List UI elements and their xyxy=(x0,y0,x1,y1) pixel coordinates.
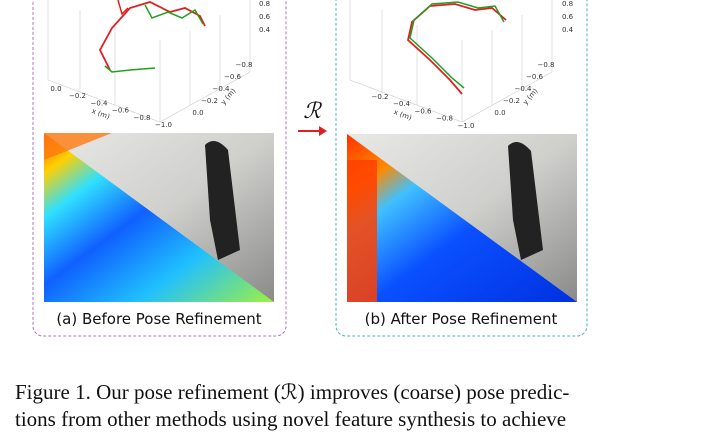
panel-caption: (a) Before Pose Refinement xyxy=(56,310,261,328)
z-tick-label: 0.6 xyxy=(562,13,574,21)
y-tick-label: −0.4 xyxy=(213,85,231,93)
x-tick-label: −1.0 xyxy=(155,121,172,129)
z-tick-label: 0.4 xyxy=(259,26,271,34)
trajectory-plot xyxy=(47,0,251,123)
trajectory xyxy=(409,1,505,89)
panel-caption: (b) After Pose Refinement xyxy=(365,310,558,328)
x-tick-label: 0.0 xyxy=(50,85,61,93)
x-tick-label: −0.6 xyxy=(112,107,130,115)
trajectory xyxy=(144,4,204,25)
y-tick-label: −0.2 xyxy=(503,97,520,105)
y-tick-label: −0.6 xyxy=(224,73,242,81)
y-tick-label: −0.2 xyxy=(201,97,218,105)
heatmap-image xyxy=(347,134,577,302)
y-tick-label: −0.4 xyxy=(515,85,533,93)
heatmap-image xyxy=(44,133,274,302)
x-tick-label: −0.8 xyxy=(134,114,151,122)
figure-caption: tions from other methods using novel fea… xyxy=(15,407,566,431)
panel-border xyxy=(335,0,588,337)
trajectory-plot xyxy=(349,0,553,123)
trajectory xyxy=(104,65,156,73)
figure-caption: Figure 1. Our pose refinement (ℛ) improv… xyxy=(15,380,569,404)
operator-symbol: ℛ xyxy=(303,99,322,124)
x-tick-label: −1.0 xyxy=(458,122,475,130)
x-tick-label: −0.2 xyxy=(372,93,389,101)
y-tick-label: −0.8 xyxy=(236,61,253,69)
x-tick-label: −0.6 xyxy=(415,107,433,115)
z-tick-label: 0.4 xyxy=(562,26,574,34)
y-tick-label: −0.8 xyxy=(538,61,555,69)
trajectory xyxy=(98,1,206,71)
y-tick-label: 0.0 xyxy=(192,109,203,117)
panel-border xyxy=(32,0,287,337)
y-tick-label: −0.6 xyxy=(526,73,544,81)
x-tick-label: −0.4 xyxy=(393,100,411,108)
x-axis-label: x (m) xyxy=(393,108,414,122)
z-tick-label: 0.8 xyxy=(259,0,270,8)
trajectory xyxy=(117,0,129,16)
x-tick-label: −0.4 xyxy=(91,99,109,107)
y-tick-label: 0.0 xyxy=(494,109,505,117)
arrow-head xyxy=(319,126,327,136)
x-tick-label: −0.8 xyxy=(436,115,453,123)
z-tick-label: 0.8 xyxy=(562,0,573,8)
x-tick-label: −0.2 xyxy=(69,92,86,100)
x-axis-label: x (m) xyxy=(91,107,112,121)
z-tick-label: 0.6 xyxy=(259,13,271,21)
